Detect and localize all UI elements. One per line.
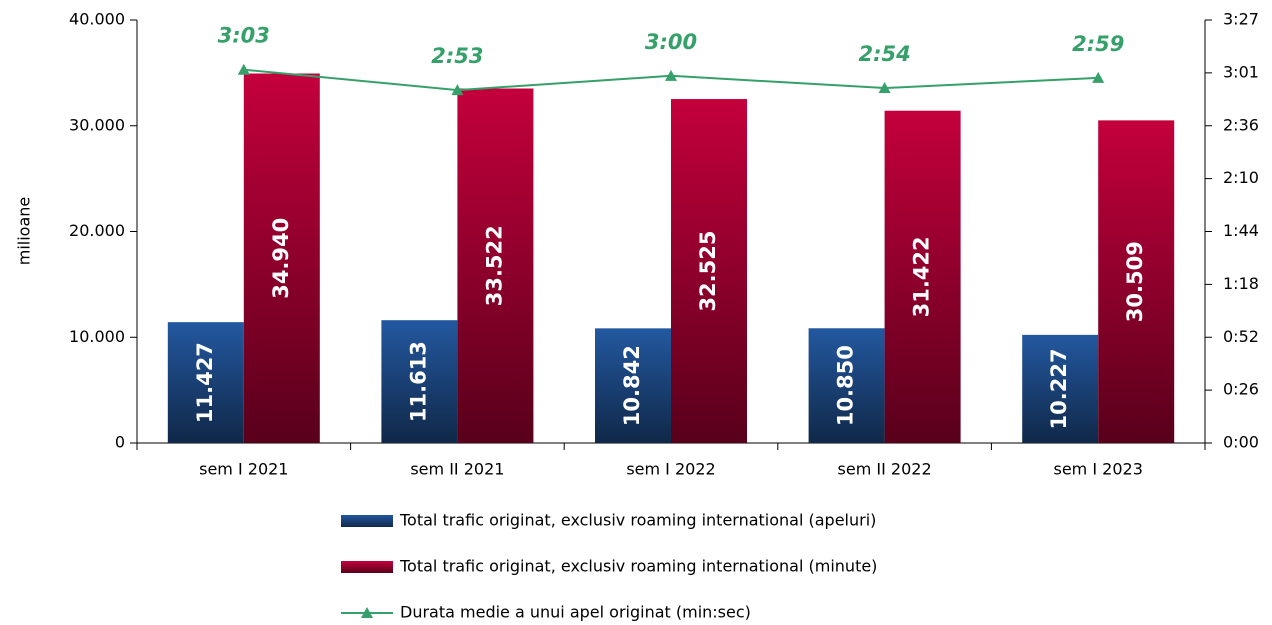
bar-label: 11.613 [406, 341, 430, 422]
bar-label: 32.525 [696, 231, 720, 312]
legend-label: Total trafic originat, exclusiv roaming … [399, 511, 876, 530]
y2-tick-label: 1:44 [1223, 221, 1259, 240]
line-label: 3:00 [645, 30, 697, 54]
y2-tick-label: 0:52 [1223, 327, 1259, 346]
bar-label: 10.850 [834, 345, 858, 426]
marker [451, 84, 464, 96]
y2-tick-label: 3:01 [1223, 62, 1259, 81]
y2-tick-label: 0:00 [1223, 433, 1259, 452]
bar-label: 10.227 [1047, 348, 1071, 429]
bar [884, 110, 961, 444]
y-tick-label: 10.000 [69, 327, 125, 346]
legend-label: Durata medie a unui apel originat (min:s… [400, 603, 751, 622]
marker [237, 63, 250, 75]
bar [167, 322, 244, 443]
bar-label: 10.842 [620, 345, 644, 426]
bar-label: 33.522 [482, 225, 506, 306]
legend-marker [361, 607, 373, 618]
legend-swatch [341, 561, 393, 573]
line-label: 2:59 [1072, 32, 1124, 56]
marker [1092, 71, 1105, 83]
line-label: 3:03 [218, 24, 270, 48]
y2-tick-label: 1:18 [1223, 274, 1259, 293]
x-tick-label: sem II 2022 [838, 460, 932, 479]
y2-tick-label: 3:27 [1223, 10, 1259, 29]
line-label: 2:53 [431, 44, 483, 68]
marker [665, 69, 677, 81]
x-tick-label: sem I 2022 [626, 460, 715, 479]
y-tick-label: 40.000 [69, 10, 125, 29]
y2-tick-label: 0:26 [1223, 380, 1259, 399]
x-tick-label: sem I 2021 [199, 460, 288, 479]
x-tick-label: sem II 2021 [410, 460, 504, 479]
y-tick-label: 20.000 [69, 221, 125, 240]
y-tick-label: 30.000 [69, 115, 125, 134]
marker [878, 82, 891, 94]
bar-label: 34.940 [269, 218, 293, 299]
y2-tick-label: 2:36 [1223, 115, 1259, 134]
bar-label: 30.509 [1123, 241, 1147, 322]
bar [595, 328, 671, 443]
bar [808, 328, 885, 443]
bar [381, 320, 458, 443]
bar [1022, 334, 1099, 443]
bar-label: 31.422 [910, 236, 934, 317]
x-tick-label: sem I 2023 [1054, 460, 1143, 479]
line-label: 2:54 [858, 42, 910, 66]
bar [671, 99, 747, 443]
bar-label: 11.427 [193, 342, 217, 423]
bar [457, 88, 534, 443]
bar [1098, 120, 1175, 444]
legend-label: Total trafic originat, exclusiv roaming … [399, 557, 877, 576]
y-tick-label: 0 [115, 433, 125, 452]
y-axis-label: milioane [15, 197, 34, 266]
bar [243, 73, 320, 444]
legend-swatch [341, 515, 393, 527]
y2-tick-label: 2:10 [1223, 168, 1259, 187]
